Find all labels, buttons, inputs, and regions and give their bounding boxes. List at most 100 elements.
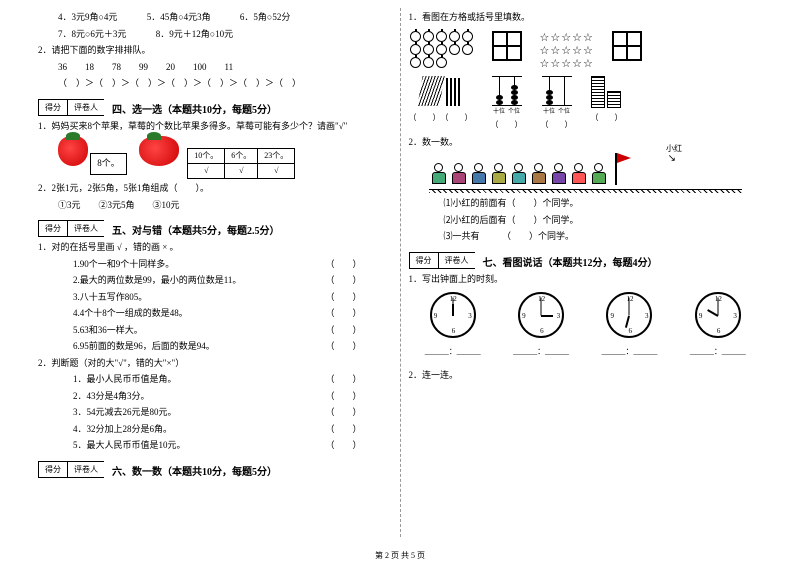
q2-text: 2．请把下面的数字排排队。	[38, 44, 392, 58]
q7b: 8．9元＋12角○10元	[156, 29, 233, 39]
grader-cell: 评卷人	[438, 252, 475, 269]
s5-22-text: 2．43分是4角3分。	[73, 391, 150, 401]
queue-figure: 小红 ↘	[429, 153, 743, 193]
paren[interactable]: （ ）	[325, 406, 361, 420]
worksheet-page: 4．3元9角○4元 5．45角○4元3角 6．5角○52分 7．8元○6元＋3元…	[0, 0, 800, 545]
s7-q1: 1．写出钟面上的时刻。	[409, 273, 763, 287]
ge-label: 个位	[558, 106, 570, 115]
q2-1: ⑴小红的前面有（ ）个同学。	[409, 197, 763, 211]
abacus-1: 十位个位 （ ）	[491, 76, 523, 130]
strawberry-icon	[139, 136, 179, 166]
paren[interactable]: （ ）	[325, 340, 361, 354]
score-box-4: 得分 评卷人 四、选一选（本题共10分，每题5分）	[38, 99, 392, 116]
answer-grid-2[interactable]	[612, 31, 642, 61]
s5-3-text: 3.八十五写作805。	[73, 292, 147, 302]
strawberry-row: 8个。 10个。6个。23个。 √√√	[38, 136, 392, 179]
paren[interactable]: （ ）	[325, 373, 361, 387]
person-icon	[551, 163, 567, 185]
clock-item: 12369 ______：______	[422, 290, 484, 357]
clock-icon: 12369	[430, 292, 476, 338]
tc2[interactable]: √	[225, 164, 258, 179]
s5-6: 6.95前面的数是96，后面的数是94。（ ）	[38, 340, 392, 354]
paren[interactable]: （ ）	[445, 113, 473, 122]
th2: 6个。	[225, 149, 258, 164]
compare-row-2: 7．8元○6元＋3元 8．9元＋12角○10元	[38, 28, 392, 42]
person-icon	[491, 163, 507, 185]
s5-5: 5.63和36一样大。（ ）	[38, 324, 392, 338]
q2-2: ⑵小红的后面有（ ）个同学。	[409, 214, 763, 228]
paren[interactable]: （ ）	[409, 113, 437, 122]
q4c: 6．5角○52分	[240, 12, 290, 22]
score-box-5: 得分 评卷人 五、对与错（本题共5分，每题2.5分）	[38, 220, 392, 237]
bars-group: （ ）	[591, 76, 623, 123]
answer-grid-1[interactable]	[492, 31, 522, 61]
r-q2: 2．数一数。	[409, 136, 763, 150]
tc1[interactable]: √	[188, 164, 225, 179]
q7a: 7．8元○6元＋3元	[58, 29, 126, 39]
paren[interactable]: （ ）	[325, 390, 361, 404]
time-blank[interactable]: ______：______	[510, 346, 572, 357]
q2-3: ⑶一共有 （ ）个同学。	[409, 230, 763, 244]
s5-4-text: 4.4个十8个一组成的数是48。	[73, 308, 188, 318]
s5-23-text: 3．54元减去26元是80元。	[73, 407, 177, 417]
paren[interactable]: （ ）	[325, 423, 361, 437]
person-icon	[511, 163, 527, 185]
s5-23: 3．54元减去26元是80元。 （ ）	[38, 406, 392, 420]
s5-q1: 1．对的在括号里画 √ ，错的画 × 。	[38, 241, 392, 255]
clock-icon: 12369	[695, 292, 741, 338]
time-blank[interactable]: ______：______	[422, 346, 484, 357]
stick-icon	[446, 78, 448, 106]
clock-icon: 12369	[518, 292, 564, 338]
person-icon	[591, 163, 607, 185]
q4b: 5．45角○4元3角	[147, 12, 211, 22]
section-7-title: 七、看图说话（本题共12分，每题4分）	[475, 254, 658, 269]
paren[interactable]: （ ）	[591, 112, 623, 123]
s5-21: 1．最小人民币币值是角。（ ）	[38, 373, 392, 387]
s5-22: 2．43分是4角3分。 （ ）	[38, 390, 392, 404]
shi-label: 十位	[543, 106, 555, 115]
tc3[interactable]: √	[258, 164, 295, 179]
person-icon	[451, 163, 467, 185]
clock-item: 12369 ______：______	[687, 290, 749, 357]
apple-count: 8个。	[90, 153, 127, 175]
clock-item: 12369 ______：______	[510, 290, 572, 357]
time-blank[interactable]: ______：______	[687, 346, 749, 357]
time-blank[interactable]: ______：______	[598, 346, 660, 357]
count-row-1: ☆☆☆☆☆☆☆☆☆☆☆☆☆☆☆	[409, 31, 763, 70]
bar-stack-icon	[607, 91, 621, 108]
order-blanks: （ ）＞（ ）＞（ ）＞（ ）＞（ ）＞（ ）＞（ ）	[38, 77, 392, 91]
paren[interactable]: （ ）	[491, 119, 523, 130]
score-cell: 得分	[409, 252, 438, 269]
paren[interactable]: （ ）	[325, 439, 361, 453]
left-column: 4．3元9角○4元 5．45角○4元3角 6．5角○52分 7．8元○6元＋3元…	[30, 8, 401, 537]
clock-item: 12369 ______：______	[598, 290, 660, 357]
person-icon	[531, 163, 547, 185]
paren[interactable]: （ ）	[541, 119, 573, 130]
flag-icon	[615, 153, 617, 185]
paren[interactable]: （ ）	[325, 258, 361, 272]
s5-25-text: 5．最大人民币币值是10元。	[73, 440, 186, 450]
clocks-row: 12369 ______：______ 12369 ______：______ …	[409, 290, 763, 357]
s4-q2-opts: ①3元 ②3元5角 ③10元	[38, 199, 392, 213]
paren[interactable]: （ ）	[325, 324, 361, 338]
score-cell: 得分	[38, 99, 67, 116]
stars-group: ☆☆☆☆☆☆☆☆☆☆☆☆☆☆☆	[540, 31, 594, 70]
section-4-title: 四、选一选（本题共10分，每题5分）	[104, 101, 277, 116]
s5-24: 4．32分加上28分是6角。 （ ）	[38, 423, 392, 437]
s5-24-text: 4．32分加上28分是6角。	[73, 424, 172, 434]
shi-label: 十位	[493, 106, 505, 115]
clock-icon: 12369	[606, 292, 652, 338]
count-row-2: （ ） （ ） 十位个位 （ ） 十	[409, 76, 763, 130]
grader-cell: 评卷人	[67, 461, 104, 478]
paren[interactable]: （ ）	[325, 307, 361, 321]
paren[interactable]: （ ）	[325, 291, 361, 305]
sticks-group: （ ） （ ）	[409, 76, 473, 123]
paren[interactable]: （ ）	[325, 274, 361, 288]
s4-q2: 2．2张1元，2张5角，5张1角组成（ ）。	[38, 182, 392, 196]
bar-stack-icon	[591, 76, 605, 108]
person-icon	[471, 163, 487, 185]
arrow-icon: ↘	[668, 153, 676, 164]
th3: 23个。	[258, 149, 295, 164]
s7-q2: 2．连一连。	[409, 369, 763, 383]
s4-q1: 1．妈妈买来8个苹果，草莓的个数比苹果多得多。草莓可能有多少个？请画"√"	[38, 120, 392, 134]
